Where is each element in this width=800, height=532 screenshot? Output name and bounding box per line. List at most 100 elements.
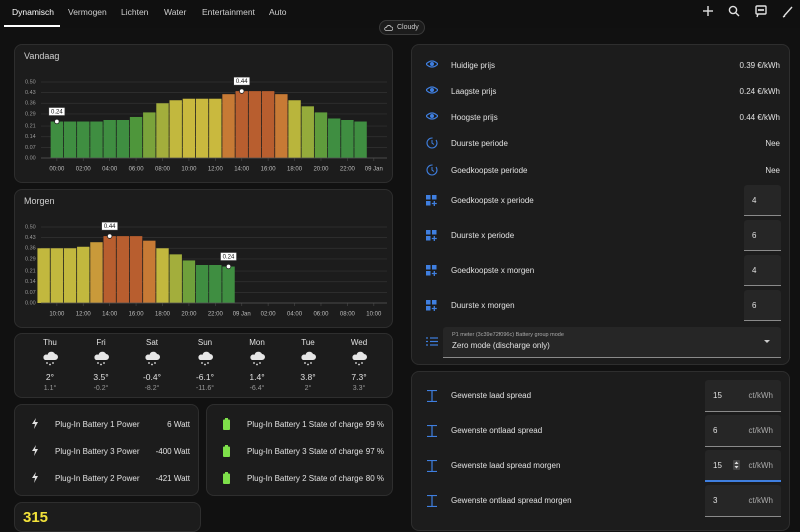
entity-name: Duurste x periode [451,231,514,240]
entity-icon [426,495,438,507]
y-tick-label: 0.36 [25,246,36,252]
x-tick-label: 10:00 [181,167,197,173]
number-input[interactable]: 15 ct/kWh [705,380,781,412]
x-tick-label: 10:00 [366,312,382,318]
spinner [733,460,740,470]
input-value: 4 [752,266,756,275]
forecast-high: 3.5° [81,372,121,382]
bar [156,248,168,303]
y-tick-label: 0.07 [25,290,36,296]
entity-name: Laagste prijs [451,87,496,96]
number-input[interactable]: 4 [744,185,781,216]
entity-value: 80 % [366,474,384,483]
charge-card: Plug-In Battery 1 State of charge99 %Plu… [206,404,393,496]
number-input[interactable]: 6 [744,220,781,251]
entity-name: Gewenste ontlaad spread morgen [451,496,572,505]
input-value: 6 [752,231,756,240]
search-button[interactable] [729,6,739,16]
entity-icon [426,230,438,242]
tab[interactable]: Auto [269,0,287,26]
input-unit: ct/kWh [749,391,773,400]
tab[interactable]: Vermogen [68,0,107,26]
chart: 0.000.070.140.210.290.360.430.5010:0012:… [15,190,392,327]
entity-value: Nee [765,139,780,148]
power-icon [31,418,39,429]
bar [90,242,102,303]
bar [341,120,353,158]
entity-icon [426,390,438,402]
annotation-label: 0.44 [104,224,116,230]
add-button[interactable] [703,6,713,16]
annotation-label: 0.44 [236,79,248,85]
entity-icon [426,85,438,97]
entity-value: 0.44 €/kWh [740,113,780,122]
forecast-day: Thu [30,338,70,347]
bar [77,247,89,303]
y-tick-label: 0.21 [25,124,36,130]
y-tick-label: 0.14 [25,279,36,285]
bar [288,100,300,158]
assist-button[interactable] [756,6,766,17]
battery-icon [223,418,230,430]
bar [222,94,234,158]
entity-name: Huidige prijs [451,61,495,70]
entity-name: Goedkoopste x morgen [451,266,534,275]
bar [196,265,208,303]
bar [51,122,63,158]
forecast-day: Mon [237,338,277,347]
number-input[interactable]: 6 [744,290,781,321]
input-value: 15 [713,391,722,400]
entity-icon [426,59,438,71]
spread-card: Gewenste laad spread15ct/kWhGewenste ont… [411,371,790,531]
forecast-card[interactable]: Thu2°1.1°Fri3.5°-0.2°Sat-0.4°-8.2°Sun-6.… [14,333,393,398]
bar [130,117,142,158]
mode-select[interactable]: P1 meter (3c39e72f096c) Battery group mo… [443,327,781,358]
x-tick-label: 06:00 [313,312,329,318]
x-tick-label: 16:00 [129,312,145,318]
forecast-day: Tue [288,338,328,347]
entity-value: 99 % [366,420,384,429]
x-tick-label: 14:00 [102,312,118,318]
forecast-day: Sat [132,338,172,347]
bar [51,248,63,303]
bar [302,106,314,158]
bar [64,122,76,158]
entity-name: Duurste x morgen [451,301,515,310]
edit-button[interactable] [783,7,792,17]
entity-name: Plug-In Battery 1 Power [55,420,139,429]
x-tick-label: 22:00 [208,312,224,318]
y-tick-label: 0.43 [25,90,36,96]
tab[interactable]: Lichten [121,0,148,26]
tab[interactable]: Entertainment [202,0,255,26]
y-tick-label: 0.14 [25,134,36,140]
input-value: 6 [713,426,717,435]
tab[interactable]: Water [164,0,186,26]
entity-value: 6 Watt [167,420,190,429]
number-input[interactable]: 15ct/kWh [705,450,781,482]
weather-icon [143,350,161,366]
input-value: 3 [713,496,717,505]
number-input[interactable]: 6ct/kWh [705,415,781,447]
bar [236,91,248,158]
entity-value: 0.39 €/kWh [740,61,780,70]
entity-name: Plug-In Battery 3 Power [55,447,139,456]
bar [209,265,221,303]
cloud-icon [384,24,393,31]
number-input[interactable]: 4 [744,255,781,286]
y-tick-label: 0.21 [25,269,36,275]
bar [117,236,129,303]
tab[interactable]: Dynamisch [12,0,54,26]
chart: 0.000.070.140.210.290.360.430.5000:0002:… [15,45,392,182]
forecast-low: 3.3° [339,385,379,392]
forecast-low: 1.1° [30,385,70,392]
entity-icon [426,164,438,176]
bar [169,100,181,158]
x-tick-label: 12:00 [208,167,224,173]
weather-chip[interactable]: Cloudy [379,20,425,35]
entity-icon [426,460,438,472]
y-tick-label: 0.29 [25,111,36,117]
number-input[interactable]: 3ct/kWh [705,485,781,517]
annotation-point [226,264,231,269]
tab-indicator [4,25,60,27]
input-value: 4 [752,196,756,205]
